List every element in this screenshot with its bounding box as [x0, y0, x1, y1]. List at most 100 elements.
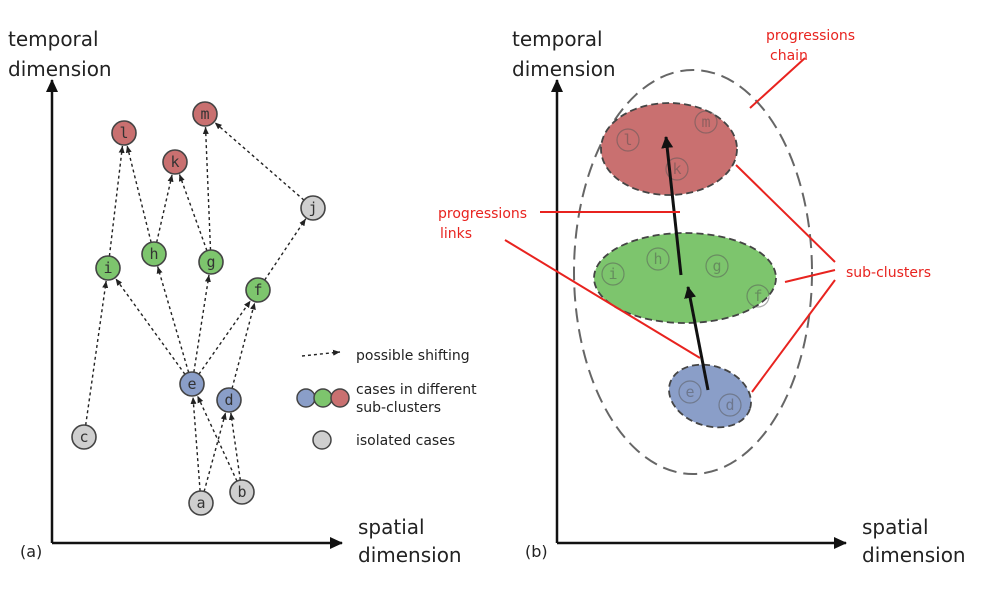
legend-green-swatch [313, 388, 333, 408]
member-d-label: d [725, 396, 734, 414]
legend-gray-swatch [312, 430, 332, 450]
node-i-circle [95, 255, 121, 281]
y-axis-label-line1: temporal [8, 27, 99, 51]
node-l-circle [111, 120, 137, 146]
edge-e-h [156, 266, 190, 373]
node-h: h [141, 241, 167, 267]
node-l: l [111, 120, 137, 146]
legend-shifting-arrow [301, 349, 341, 357]
edge-d-f [231, 302, 256, 389]
member-l [616, 128, 640, 152]
member-i [601, 262, 625, 286]
node-l-label: l [119, 124, 128, 142]
legend-subclusters-label-line2: sub-clusters [356, 400, 441, 416]
y-axis-b-label-line1: temporal [512, 27, 603, 51]
links-pointer-lower [504, 239, 701, 359]
edge-e-g [193, 274, 211, 373]
member-k-label: k [672, 160, 681, 178]
member-m [694, 110, 718, 134]
member-e [678, 380, 702, 404]
red-subcluster [600, 102, 738, 196]
node-d-circle [216, 387, 242, 413]
progression-link-blue-green [684, 286, 710, 391]
member-f-label: f [753, 287, 762, 305]
red-subcluster-members: l m k [616, 110, 718, 181]
edge-c-i [84, 280, 109, 426]
x-axis-label-line1: spatial [358, 515, 425, 539]
legend: possible shifting cases in different sub… [296, 348, 477, 450]
links-label-line1: progressions [438, 206, 527, 222]
node-j-circle [300, 195, 326, 221]
node-c-circle [71, 424, 97, 450]
member-g [705, 254, 729, 278]
node-a-circle [188, 490, 214, 516]
legend-subclusters-label-line1: cases in different [356, 382, 477, 398]
legend-isolated-label: isolated cases [356, 433, 455, 449]
node-e-circle [179, 371, 205, 397]
node-g-label: g [206, 253, 215, 271]
node-g: g [198, 249, 224, 275]
edge-h-l [125, 145, 152, 243]
legend-blue-swatch [296, 388, 316, 408]
node-c-label: c [79, 428, 88, 446]
chain-label-line1: progressions [766, 28, 855, 44]
node-i: i [95, 255, 121, 281]
legend-red-swatch [330, 388, 350, 408]
node-f: f [245, 277, 271, 303]
panel-b-tag: (b) [525, 542, 548, 561]
node-b: b [229, 479, 255, 505]
member-m-label: m [701, 113, 710, 131]
blue-subcluster-members: e d [678, 380, 742, 417]
chain-label-line2: chain [770, 48, 808, 64]
node-b-circle [229, 479, 255, 505]
node-e: e [179, 371, 205, 397]
edge-e-f [198, 300, 252, 375]
green-subcluster [593, 232, 777, 324]
node-g-circle [198, 249, 224, 275]
case-nodes: l m k j i h g f e d c a b [71, 101, 326, 516]
node-m-label: m [200, 105, 209, 123]
node-k-circle [162, 149, 188, 175]
node-a-label: a [196, 494, 205, 512]
subcluster-pointer-blue [751, 279, 836, 393]
node-h-circle [141, 241, 167, 267]
subclusters-label: sub-clusters [846, 265, 931, 281]
node-k: k [162, 149, 188, 175]
edge-i-l [108, 145, 125, 257]
node-d-label: d [224, 391, 233, 409]
member-e-label: e [685, 383, 694, 401]
edge-g-m [202, 126, 212, 251]
node-m: m [192, 101, 218, 127]
x-axis-b-label-line2: dimension [862, 543, 966, 567]
node-a: a [188, 490, 214, 516]
edge-j-m [214, 122, 305, 201]
node-f-label: f [253, 281, 262, 299]
links-label-line2: links [440, 226, 472, 242]
progression-link-green-red [661, 136, 683, 276]
node-j: j [300, 195, 326, 221]
node-h-label: h [149, 245, 158, 263]
node-d: d [216, 387, 242, 413]
edge-a-d [203, 412, 227, 492]
y-axis-label-line2: dimension [8, 57, 112, 81]
member-f [746, 284, 770, 308]
panel-b: temporal dimension spatial dimension (b)… [438, 27, 966, 567]
node-j-label: j [308, 199, 317, 217]
edge-b-d [228, 412, 242, 481]
chain-pointer [749, 57, 806, 109]
shifting-edges [84, 122, 307, 492]
x-axis-b-label-line1: spatial [862, 515, 929, 539]
node-f-circle [245, 277, 271, 303]
edge-a-e [190, 396, 201, 492]
annotation-lines [504, 57, 836, 393]
edge-e-i [115, 278, 186, 375]
x-axis-label-line2: dimension [358, 543, 462, 567]
panel-a: temporal dimension spatial dimension (a)… [8, 27, 477, 567]
edge-g-k [178, 173, 208, 251]
panel-a-tag: (a) [20, 542, 42, 561]
member-h-label: h [653, 250, 662, 268]
edge-h-k [155, 174, 174, 243]
progression-chain-ellipse [573, 69, 813, 475]
member-l-label: l [623, 131, 632, 149]
